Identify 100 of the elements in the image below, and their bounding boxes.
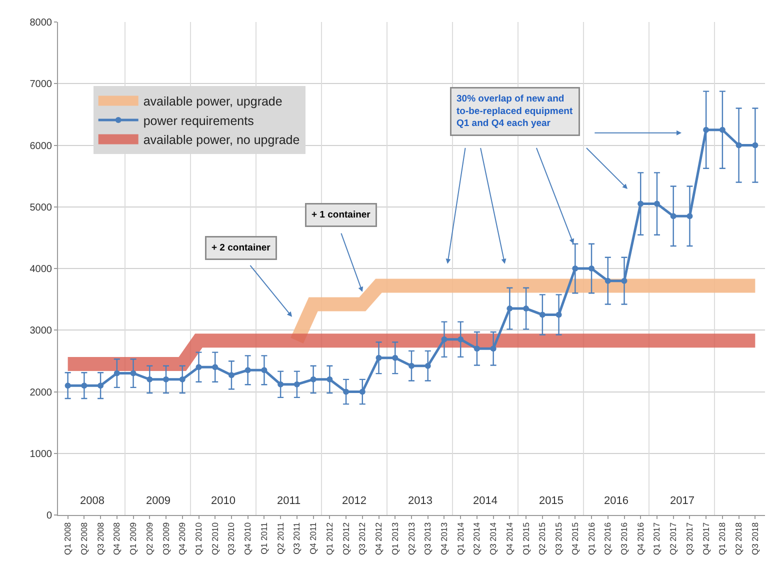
point: [604, 278, 611, 284]
x-tick-label: Q2 2013: [406, 522, 416, 556]
point: [703, 126, 710, 133]
annotation: 2017: [670, 495, 694, 507]
annotation: 2011: [277, 495, 301, 507]
point: [228, 372, 234, 378]
y-tick-label: 3000: [30, 326, 52, 337]
point: [310, 376, 316, 382]
x-tick-label: Q4 2011: [308, 522, 318, 554]
point: [686, 213, 693, 220]
point: [212, 364, 218, 370]
x-tick-label: Q4 2008: [112, 522, 122, 556]
x-tick-label: Q2 2017: [668, 522, 678, 556]
point: [98, 382, 104, 389]
x-tick-label: Q3 2011: [292, 522, 302, 554]
point: [81, 382, 88, 389]
point: [441, 336, 448, 342]
x-tick-label: Q2 2018: [734, 522, 744, 556]
y-tick-label: 7000: [30, 79, 52, 90]
x-tick-label: Q1 2016: [586, 522, 596, 556]
x-tick-label: Q4 2012: [374, 522, 384, 556]
point: [474, 346, 480, 352]
y-tick-label: 1000: [30, 448, 52, 460]
point: [376, 354, 382, 361]
x-tick-label: Q1 2014: [455, 522, 466, 556]
point: [621, 278, 628, 284]
annotation: 2008: [80, 495, 104, 507]
x-tick-label: Q3 2013: [422, 522, 433, 556]
point: [179, 376, 186, 382]
x-tick-label: Q3 2017: [684, 522, 694, 556]
point: [146, 376, 153, 382]
x-tick-label: Q4 2016: [635, 522, 646, 556]
x-tick-label: Q3 2012: [357, 522, 368, 556]
point: [506, 306, 513, 312]
x-tick-label: Q4 2015: [570, 522, 580, 556]
y-tick-label: 4000: [30, 264, 52, 275]
point: [294, 381, 300, 388]
point: [408, 362, 414, 369]
point: [490, 346, 496, 352]
x-tick-label: Q2 2010: [210, 522, 220, 556]
x-tick-label: Q2 2012: [340, 522, 351, 556]
x-tick-label: Q2 2016: [602, 522, 613, 556]
point: [196, 364, 202, 370]
point: [588, 266, 595, 272]
x-tick-label: Q4 2017: [700, 522, 711, 556]
point: [654, 200, 660, 207]
x-tick-label: Q1 2017: [652, 522, 662, 556]
x-tick-label: Q3 2018: [750, 522, 760, 556]
annotation: 2009: [146, 495, 170, 507]
x-tick-label: Q3 2014: [488, 522, 498, 556]
point: [343, 388, 350, 395]
y-tick-label: 6000: [30, 140, 52, 152]
y-tick-label: 2000: [30, 387, 52, 398]
annotation: 2010: [211, 495, 236, 507]
x-tick-label: Q4 2014: [504, 522, 514, 556]
annotation: 2012: [342, 495, 366, 507]
x-tick-label: Q1 2011: [258, 522, 269, 554]
annotation: + 1 container: [312, 210, 371, 220]
point: [278, 381, 284, 388]
annotation: 30% overlap of new and to-be-replaced equipment Q1 and Q4 each year: [456, 94, 574, 130]
x-tick-label: Q1 2008: [62, 522, 73, 556]
point: [424, 362, 431, 369]
point: [114, 370, 120, 376]
point: [539, 312, 546, 318]
y-tick-label: 0: [46, 510, 52, 522]
y-tick-label: 8000: [30, 18, 52, 28]
y-tick-label: 5000: [30, 202, 52, 214]
point: [719, 126, 726, 133]
point: [244, 367, 251, 374]
x-tick-label: Q1 2013: [390, 522, 400, 556]
point: [556, 312, 562, 318]
x-tick-label: Q1 2012: [324, 522, 334, 556]
point: [638, 200, 644, 207]
x-tick-label: Q2 2014: [472, 522, 482, 556]
point: [458, 336, 464, 342]
point: [572, 266, 578, 272]
point: [261, 367, 268, 374]
x-tick-label: Q2 2008: [78, 522, 89, 556]
x-tick-label: Q4 2013: [438, 522, 449, 556]
x-tick-label: Q3 2008: [95, 522, 106, 556]
annotation: 2016: [604, 495, 628, 507]
point: [670, 213, 676, 220]
x-tick-label: Q4 2009: [177, 522, 188, 556]
x-tick-label: Q2 2011: [275, 522, 286, 554]
annotation: + 2 container: [212, 242, 271, 254]
x-tick-label: Q2 2009: [144, 522, 154, 556]
point: [736, 142, 742, 148]
point: [392, 354, 398, 361]
point: [752, 142, 758, 148]
legend-label: available power, upgrade: [143, 94, 282, 109]
annotation: 2014: [473, 495, 498, 507]
x-tick-label: Q1 2015: [520, 522, 531, 556]
point: [359, 388, 366, 395]
point: [326, 376, 333, 382]
point: [523, 306, 530, 312]
x-tick-label: Q1 2010: [194, 522, 204, 556]
x-tick-label: Q4 2010: [242, 522, 253, 556]
x-tick-label: Q3 2009: [160, 522, 171, 556]
annotation: 2013: [408, 495, 432, 507]
point: [163, 376, 170, 382]
